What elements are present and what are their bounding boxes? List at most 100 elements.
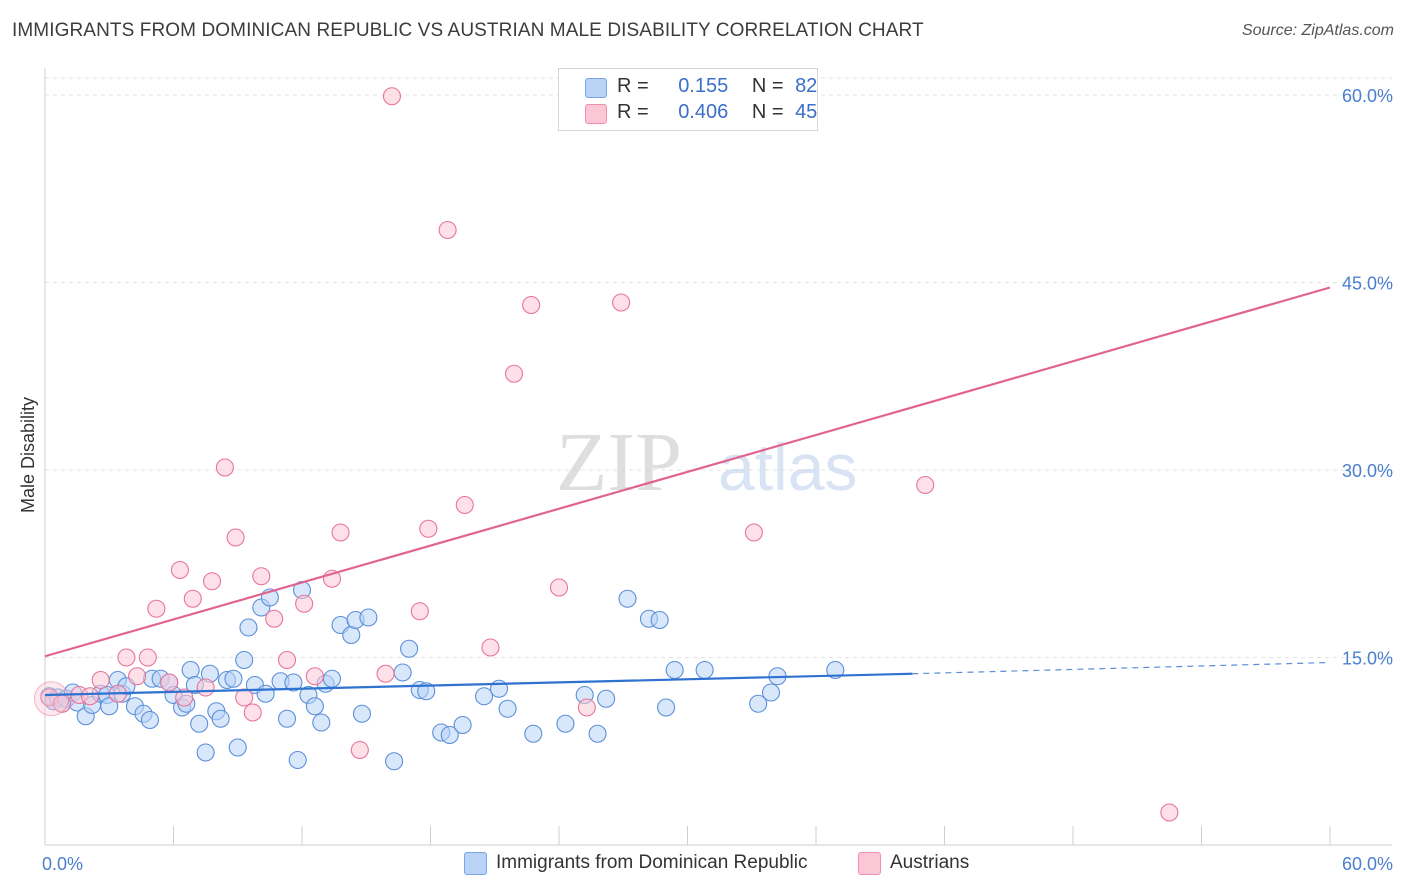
chart-title: IMMIGRANTS FROM DOMINICAN REPUBLIC VS AU… [12,20,924,41]
data-point-dominican [417,682,436,701]
data-point-austrian [382,87,402,106]
y-axis-label: Male Disability [18,397,38,513]
n-label: N = [751,101,784,123]
source-credit: Source: ZipAtlas.com [1241,22,1394,39]
data-point-dominican [277,709,297,728]
data-point-dominican [588,724,607,743]
data-point-dominican [284,673,303,692]
grid [45,77,1392,658]
data-point-dominican [322,669,342,688]
data-point-dominican [657,698,676,717]
data-point-austrian [147,599,166,618]
n-value: 82 [795,75,818,97]
y-tick-label: 45.0% [1342,274,1393,294]
data-point-dominican [239,618,258,637]
data-point-austrian [504,364,524,383]
data-point-dominican [400,639,419,658]
series-label: Immigrants from Dominican Republic [496,852,808,873]
data-point-dominican [665,660,684,680]
data-point-austrian [252,567,271,586]
legend-swatch-blue [585,78,607,98]
trend-line-dominican [44,672,913,697]
data-point-austrian [203,572,222,591]
data-point-dominican [597,689,616,708]
data-point-austrian [295,594,314,613]
axes [44,68,1392,846]
trend-line-extension [912,661,1331,675]
data-point-austrian [331,523,350,542]
r-label: R = [617,75,649,97]
data-point-dominican [181,660,200,680]
data-point-austrian [549,578,569,597]
data-point-dominican [474,687,494,706]
data-point-austrian [744,523,763,542]
data-point-dominican [228,738,247,757]
data-point-austrian [577,698,596,717]
x-tick-label: 60.0% [1342,854,1393,874]
data-point-austrian [277,650,297,670]
y-tick-label: 15.0% [1342,649,1393,669]
data-point-austrian [243,703,262,722]
data-point-dominican [761,683,781,702]
data-point-dominican [312,713,331,732]
legend-swatch-pink [585,104,607,124]
data-point-dominican [190,714,209,733]
trend-lines [44,286,1331,697]
data-point-austrian [117,648,136,667]
data-point-austrian [1160,803,1179,822]
data-point-dominican [305,697,324,716]
data-point-austrian [438,220,457,240]
data-point-dominican [211,709,230,728]
data-point-austrian [916,475,935,495]
data-point-cluster [33,681,69,717]
data-point-austrian [265,609,284,628]
data-point-austrian [215,458,234,477]
correlation-legend: R = 0.155 N = 82 R = 0.406 N = 45 [558,68,818,131]
r-label: R = [617,101,649,123]
r-value: 0.155 [678,75,729,97]
data-point-dominican [140,710,159,730]
data-point-dominican [440,725,459,745]
data-point-dominican [749,694,768,713]
data-point-austrian [235,688,254,707]
data-point-dominican [618,589,637,608]
data-point-dominican [100,697,119,716]
data-point-dominican [359,608,378,627]
data-point-austrian [170,560,189,580]
data-point-austrian [175,688,194,707]
x-tick-label: 0.0% [42,854,83,874]
data-point-austrian [138,648,157,667]
data-point-dominican [393,663,412,682]
data-point-austrian [419,519,438,538]
data-point-dominican [352,704,372,723]
data-point-dominican [224,669,243,688]
data-point-dominican [256,684,275,703]
data-point-austrian [376,664,395,683]
n-value: 45 [795,101,818,123]
data-point-austrian [183,589,202,608]
data-point-dominican [498,699,517,718]
data-point-austrian [305,667,324,686]
data-point-dominican [385,752,404,771]
r-value: 0.406 [678,101,729,123]
n-label: N = [751,75,784,97]
data-point-dominican [524,724,543,743]
data-point-dominican [695,660,714,680]
data-point-austrian [481,638,500,657]
data-point-austrian [160,673,179,692]
data-point-austrian [612,293,631,312]
data-point-dominican [235,650,254,670]
series-swatch-pink [858,852,881,875]
data-point-austrian [128,667,147,686]
watermark-atlas: atlas [718,430,857,504]
series-swatch-blue [464,852,487,875]
y-tick-label: 30.0% [1342,461,1393,481]
data-point-austrian [91,670,110,690]
tick-labels: 15.0% 30.0% 45.0% 60.0% 0.0% 60.0% [42,86,1393,874]
watermark-zip: ZIP [556,416,682,509]
data-point-dominican [650,610,669,630]
data-point-dominican [453,715,472,735]
data-point-dominican [556,714,575,733]
data-point-austrian [80,687,100,706]
data-point-austrian [226,528,245,547]
